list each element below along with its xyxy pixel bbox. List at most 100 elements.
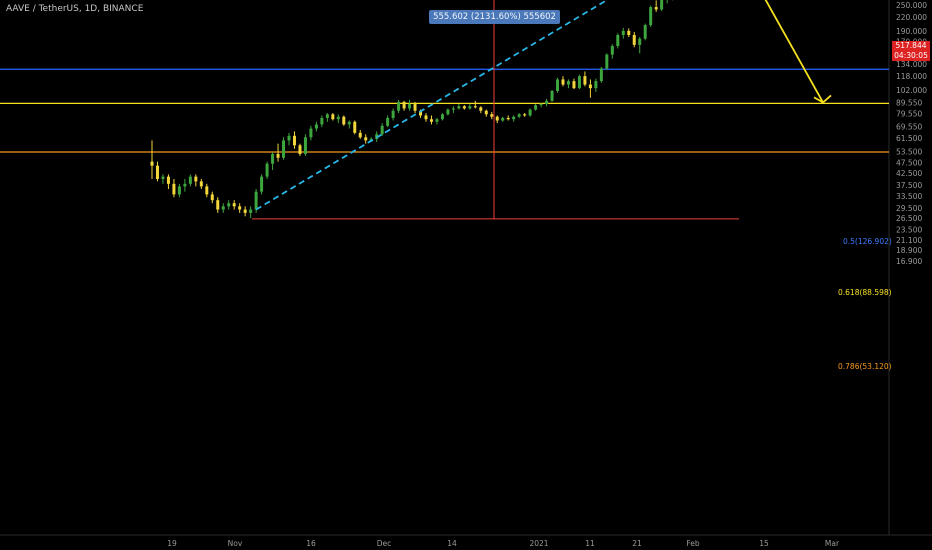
candle-body	[331, 114, 335, 120]
price-tick-label: 33.500	[896, 192, 922, 201]
price-tick-label: 220.000	[896, 13, 927, 22]
candle-body	[216, 200, 220, 210]
candle-body	[621, 30, 625, 35]
candle-body	[336, 116, 340, 120]
price-tick-label: 21.100	[896, 236, 922, 245]
candle-body	[599, 68, 603, 82]
price-tick-label: 23.500	[896, 226, 922, 235]
price-tick-label: 16.900	[896, 257, 922, 266]
candle-body	[271, 154, 275, 164]
time-tick-label: 2021	[529, 539, 548, 548]
forecast-arrow-head	[813, 94, 832, 104]
candle-body	[364, 137, 368, 141]
time-tick-label: 15	[759, 539, 769, 548]
candle-body	[386, 117, 390, 126]
candle-body	[292, 135, 296, 146]
measure-label: 555.602 (2131.60%) 555602	[429, 10, 560, 24]
candle-body	[457, 106, 461, 109]
candle-body	[210, 194, 214, 201]
candle-body	[408, 104, 412, 109]
candle-body	[643, 25, 647, 39]
candle-body	[632, 34, 636, 45]
fib-label-half: 0.5(126.902)	[843, 237, 892, 246]
candle-body	[451, 108, 455, 110]
trend-line	[255, 0, 609, 211]
price-tick-label: 47.500	[896, 159, 922, 168]
candle-body	[506, 117, 510, 120]
candle-body	[380, 125, 384, 135]
candle-body	[495, 116, 499, 121]
candle-body	[479, 107, 483, 111]
candle-body	[550, 90, 554, 101]
price-tick-label: 79.550	[896, 110, 922, 119]
time-tick-label: 14	[447, 539, 457, 548]
candle-body	[419, 110, 423, 116]
candle-body	[517, 114, 521, 117]
candle-body	[610, 46, 614, 55]
candle-body	[627, 30, 631, 35]
price-tick-label: 26.500	[896, 214, 922, 223]
candle-body	[298, 145, 302, 155]
candle-body	[183, 183, 187, 187]
candle-body	[556, 79, 560, 91]
price-tick-label: 18.900	[896, 246, 922, 255]
time-tick-label: 11	[585, 539, 595, 548]
fib-label-golden: 0.618(88.598)	[838, 288, 892, 297]
time-tick-label: 21	[632, 539, 642, 548]
candle-body	[545, 100, 549, 105]
candle-body	[172, 183, 176, 195]
candle-body	[391, 110, 395, 118]
price-tick-label: 69.550	[896, 122, 922, 131]
price-tick-label: 53.500	[896, 147, 922, 156]
candle-body	[539, 104, 543, 106]
candle-body	[512, 116, 516, 120]
chart-title: AAVE / TetherUS, 1D, BINANCE	[6, 4, 144, 14]
candle-body	[166, 176, 170, 184]
candle-body	[221, 206, 225, 210]
candle-body	[188, 176, 192, 184]
candle-body	[309, 128, 313, 138]
candle-body	[265, 163, 269, 177]
candle-body	[588, 84, 592, 89]
candle-body	[232, 203, 236, 207]
time-tick-label: Mar	[825, 539, 840, 548]
candle-body	[660, 0, 664, 10]
candle-body	[358, 132, 362, 138]
candle-body	[484, 110, 488, 115]
candle-body	[353, 121, 357, 133]
candle-body	[435, 119, 439, 122]
candle-body	[155, 165, 159, 179]
price-tick-label: 134.000	[896, 60, 927, 69]
candle-body	[325, 114, 329, 118]
candle-body	[594, 81, 598, 89]
candle-body	[314, 124, 318, 129]
price-tick-label: 61.500	[896, 134, 922, 143]
candle-body	[150, 161, 154, 166]
candle-body	[177, 186, 181, 195]
candle-body	[462, 106, 466, 109]
candle-body	[369, 138, 373, 141]
candle-body	[205, 186, 209, 195]
candle-body	[638, 38, 642, 45]
countdown-badge: 04:30:05	[892, 51, 930, 61]
price-tick-label: 89.550	[896, 98, 922, 107]
candle-body	[413, 104, 417, 111]
candle-body	[199, 181, 203, 187]
candle-body	[260, 176, 264, 192]
candle-body	[397, 101, 401, 111]
candle-body	[577, 76, 581, 89]
candle-body	[523, 114, 527, 116]
candle-body	[654, 7, 658, 10]
time-tick-label: 16	[306, 539, 316, 548]
price-tick-label: 250.000	[896, 1, 927, 10]
candle-body	[561, 79, 565, 85]
price-tick-label: 190.000	[896, 27, 927, 36]
candle-body	[528, 109, 532, 116]
candle-body	[572, 81, 576, 89]
candle-body	[347, 121, 351, 125]
candle-body	[254, 191, 258, 210]
candle-body	[303, 137, 307, 155]
time-tick-label: Nov	[228, 539, 243, 548]
